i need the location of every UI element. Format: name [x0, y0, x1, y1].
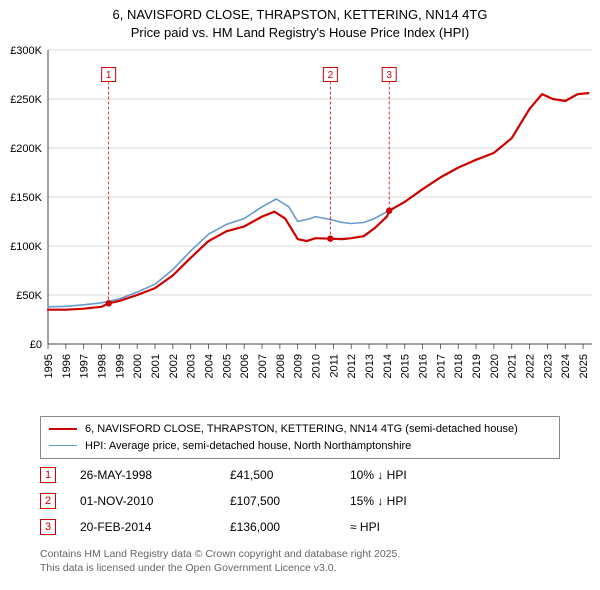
svg-text:£0: £0	[30, 339, 42, 351]
annotation-row: 3 20-FEB-2014£136,000≈ HPI	[40, 514, 560, 540]
footnote-line-1: Contains HM Land Registry data © Crown c…	[40, 548, 560, 562]
line-chart-svg: £0 £50K £100K £150K £200K £250K £300K 1995 1996 1…	[0, 44, 600, 408]
annotation-price: £136,000	[230, 520, 350, 534]
title-line-1: 6, NAVISFORD CLOSE, THRAPSTON, KETTERING…	[0, 6, 600, 24]
svg-text:£50K: £50K	[16, 290, 42, 302]
svg-text:2019: 2019	[471, 354, 483, 378]
svg-text:2000: 2000	[132, 354, 144, 378]
annotation-date: 26-MAY-1998	[80, 468, 230, 482]
svg-text:2018: 2018	[453, 354, 465, 378]
annotation-relation: 15% ↓ HPI	[350, 494, 560, 508]
svg-text:2010: 2010	[311, 354, 323, 378]
svg-text:2008: 2008	[275, 354, 287, 378]
svg-text:2022: 2022	[525, 354, 537, 378]
svg-text:1: 1	[106, 70, 112, 81]
annotation-price: £41,500	[230, 468, 350, 482]
legend-swatch	[49, 445, 77, 446]
svg-text:2001: 2001	[150, 354, 162, 378]
annotation-number: 1	[40, 467, 56, 483]
footnote-line-2: This data is licensed under the Open Gov…	[40, 562, 560, 576]
svg-text:2004: 2004	[204, 354, 216, 378]
svg-text:2014: 2014	[382, 354, 394, 378]
svg-text:2024: 2024	[560, 354, 572, 378]
annotation-relation: 10% ↓ HPI	[350, 468, 560, 482]
svg-text:£100K: £100K	[10, 241, 42, 253]
legend-label: 6, NAVISFORD CLOSE, THRAPSTON, KETTERING…	[85, 421, 518, 438]
annotation-date: 01-NOV-2010	[80, 494, 230, 508]
annotation-number: 3	[40, 519, 56, 535]
svg-text:2016: 2016	[418, 354, 430, 378]
svg-text:2013: 2013	[364, 354, 376, 378]
svg-text:£300K: £300K	[10, 45, 42, 57]
svg-text:2025: 2025	[578, 354, 590, 378]
svg-text:1997: 1997	[79, 354, 91, 378]
title-line-2: Price paid vs. HM Land Registry's House …	[0, 24, 600, 42]
svg-text:1999: 1999	[114, 354, 126, 378]
legend-row: HPI: Average price, semi-detached house,…	[49, 438, 551, 455]
svg-text:2012: 2012	[346, 354, 358, 378]
svg-text:£250K: £250K	[10, 94, 42, 106]
annotation-date: 20-FEB-2014	[80, 520, 230, 534]
legend-label: HPI: Average price, semi-detached house,…	[85, 438, 411, 455]
annotation-price: £107,500	[230, 494, 350, 508]
svg-text:2017: 2017	[435, 354, 447, 378]
svg-text:2023: 2023	[542, 354, 554, 378]
svg-text:2: 2	[328, 70, 334, 81]
svg-text:£150K: £150K	[10, 192, 42, 204]
svg-text:2002: 2002	[168, 354, 180, 378]
svg-text:2011: 2011	[328, 354, 340, 378]
svg-text:2006: 2006	[239, 354, 251, 378]
svg-text:2015: 2015	[400, 354, 412, 378]
svg-text:1998: 1998	[97, 354, 109, 378]
annotation-row: 1 26-MAY-1998£41,50010% ↓ HPI	[40, 462, 560, 488]
svg-text:1996: 1996	[61, 354, 73, 378]
svg-text:2020: 2020	[489, 354, 501, 378]
svg-text:2021: 2021	[507, 354, 519, 378]
legend: 6, NAVISFORD CLOSE, THRAPSTON, KETTERING…	[40, 416, 560, 459]
svg-text:2005: 2005	[221, 354, 233, 378]
annotation-relation: ≈ HPI	[350, 520, 560, 534]
svg-text:3: 3	[386, 70, 392, 81]
legend-swatch	[49, 428, 77, 430]
legend-row: 6, NAVISFORD CLOSE, THRAPSTON, KETTERING…	[49, 421, 551, 438]
svg-text:2007: 2007	[257, 354, 269, 378]
footnote: Contains HM Land Registry data © Crown c…	[40, 548, 560, 575]
annotation-row: 2 01-NOV-2010£107,50015% ↓ HPI	[40, 488, 560, 514]
svg-text:2003: 2003	[186, 354, 198, 378]
annotation-table: 1 26-MAY-1998£41,50010% ↓ HPI 2 01-NOV-2010…	[40, 462, 560, 540]
annotation-number: 2	[40, 493, 56, 509]
svg-text:1995: 1995	[43, 354, 55, 378]
chart-title-block: 6, NAVISFORD CLOSE, THRAPSTON, KETTERING…	[0, 0, 600, 41]
svg-text:£200K: £200K	[10, 143, 42, 155]
svg-text:2009: 2009	[293, 354, 305, 378]
chart-area: £0 £50K £100K £150K £200K £250K £300K 1995 1996 1…	[0, 44, 600, 408]
